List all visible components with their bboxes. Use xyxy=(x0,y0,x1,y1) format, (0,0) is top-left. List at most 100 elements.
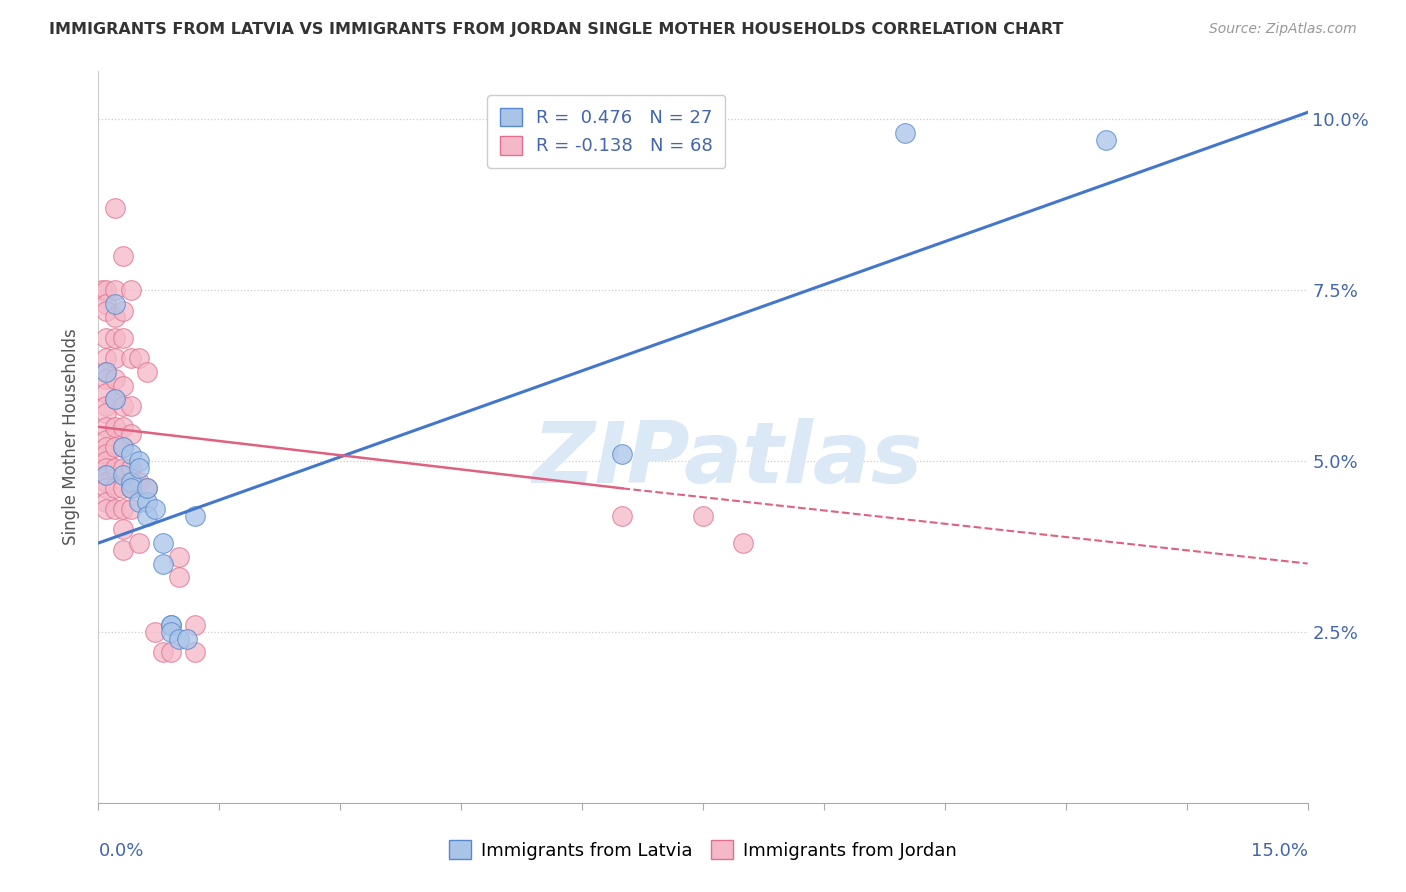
Point xyxy=(152,557,174,571)
Point xyxy=(120,481,142,495)
Legend: R =  0.476   N = 27, R = -0.138   N = 68: R = 0.476 N = 27, R = -0.138 N = 68 xyxy=(488,95,725,168)
Point xyxy=(103,460,125,475)
Point xyxy=(91,283,114,297)
Point xyxy=(120,447,142,461)
Point xyxy=(111,542,134,557)
Point xyxy=(96,400,118,414)
Point xyxy=(103,331,125,345)
Point xyxy=(135,481,157,495)
Text: IMMIGRANTS FROM LATVIA VS IMMIGRANTS FROM JORDAN SINGLE MOTHER HOUSEHOLDS CORREL: IMMIGRANTS FROM LATVIA VS IMMIGRANTS FRO… xyxy=(49,22,1063,37)
Point xyxy=(96,447,118,461)
Point xyxy=(120,481,142,495)
Point xyxy=(1095,133,1118,147)
Point xyxy=(120,400,142,414)
Point xyxy=(176,632,198,646)
Point xyxy=(128,351,150,366)
Point xyxy=(96,297,118,311)
Point xyxy=(96,475,118,489)
Point xyxy=(167,570,190,584)
Point xyxy=(111,400,134,414)
Point xyxy=(111,440,134,454)
Point xyxy=(152,645,174,659)
Point xyxy=(96,501,118,516)
Point xyxy=(612,447,634,461)
Point xyxy=(96,467,118,482)
Point xyxy=(120,426,142,441)
Point xyxy=(111,501,134,516)
Point xyxy=(103,297,125,311)
Point xyxy=(96,406,118,420)
Point xyxy=(111,481,134,495)
Point xyxy=(96,365,118,379)
Point xyxy=(143,501,166,516)
Point xyxy=(96,481,118,495)
Point xyxy=(96,351,118,366)
Point xyxy=(96,385,118,400)
Point xyxy=(184,618,207,632)
Point xyxy=(111,249,134,263)
Point xyxy=(103,201,125,215)
Point xyxy=(184,508,207,523)
Point xyxy=(612,508,634,523)
Point xyxy=(111,460,134,475)
Point xyxy=(120,501,142,516)
Point xyxy=(167,549,190,564)
Point xyxy=(96,303,118,318)
Point xyxy=(96,283,118,297)
Point xyxy=(111,379,134,393)
Point xyxy=(135,365,157,379)
Point xyxy=(160,618,183,632)
Point xyxy=(103,310,125,325)
Point xyxy=(120,351,142,366)
Point xyxy=(152,536,174,550)
Point xyxy=(103,392,125,407)
Point xyxy=(143,624,166,639)
Point xyxy=(103,440,125,454)
Point xyxy=(128,454,150,468)
Point xyxy=(135,495,157,509)
Point xyxy=(96,434,118,448)
Point xyxy=(184,645,207,659)
Point xyxy=(111,420,134,434)
Point xyxy=(103,392,125,407)
Point xyxy=(120,475,142,489)
Point xyxy=(96,495,118,509)
Point xyxy=(128,495,150,509)
Point xyxy=(893,126,915,140)
Point xyxy=(103,372,125,386)
Point xyxy=(96,454,118,468)
Text: Source: ZipAtlas.com: Source: ZipAtlas.com xyxy=(1209,22,1357,37)
Point xyxy=(111,331,134,345)
Point xyxy=(128,475,150,489)
Point xyxy=(96,420,118,434)
Point xyxy=(135,481,157,495)
Y-axis label: Single Mother Households: Single Mother Households xyxy=(62,329,80,545)
Point xyxy=(96,460,118,475)
Point xyxy=(96,467,118,482)
Point xyxy=(160,645,183,659)
Point xyxy=(96,372,118,386)
Point xyxy=(128,536,150,550)
Point xyxy=(111,522,134,536)
Point xyxy=(111,440,134,454)
Point xyxy=(692,508,714,523)
Point xyxy=(135,508,157,523)
Point xyxy=(733,536,755,550)
Text: 0.0%: 0.0% xyxy=(98,842,143,860)
Point xyxy=(96,365,118,379)
Point xyxy=(167,632,190,646)
Point xyxy=(96,331,118,345)
Text: 15.0%: 15.0% xyxy=(1250,842,1308,860)
Point xyxy=(103,420,125,434)
Point xyxy=(128,460,150,475)
Point xyxy=(120,283,142,297)
Point xyxy=(103,283,125,297)
Point xyxy=(96,440,118,454)
Point xyxy=(160,624,183,639)
Point xyxy=(120,460,142,475)
Point xyxy=(111,467,134,482)
Legend: Immigrants from Latvia, Immigrants from Jordan: Immigrants from Latvia, Immigrants from … xyxy=(441,833,965,867)
Point xyxy=(103,501,125,516)
Text: ZIPatlas: ZIPatlas xyxy=(531,417,922,500)
Point xyxy=(103,351,125,366)
